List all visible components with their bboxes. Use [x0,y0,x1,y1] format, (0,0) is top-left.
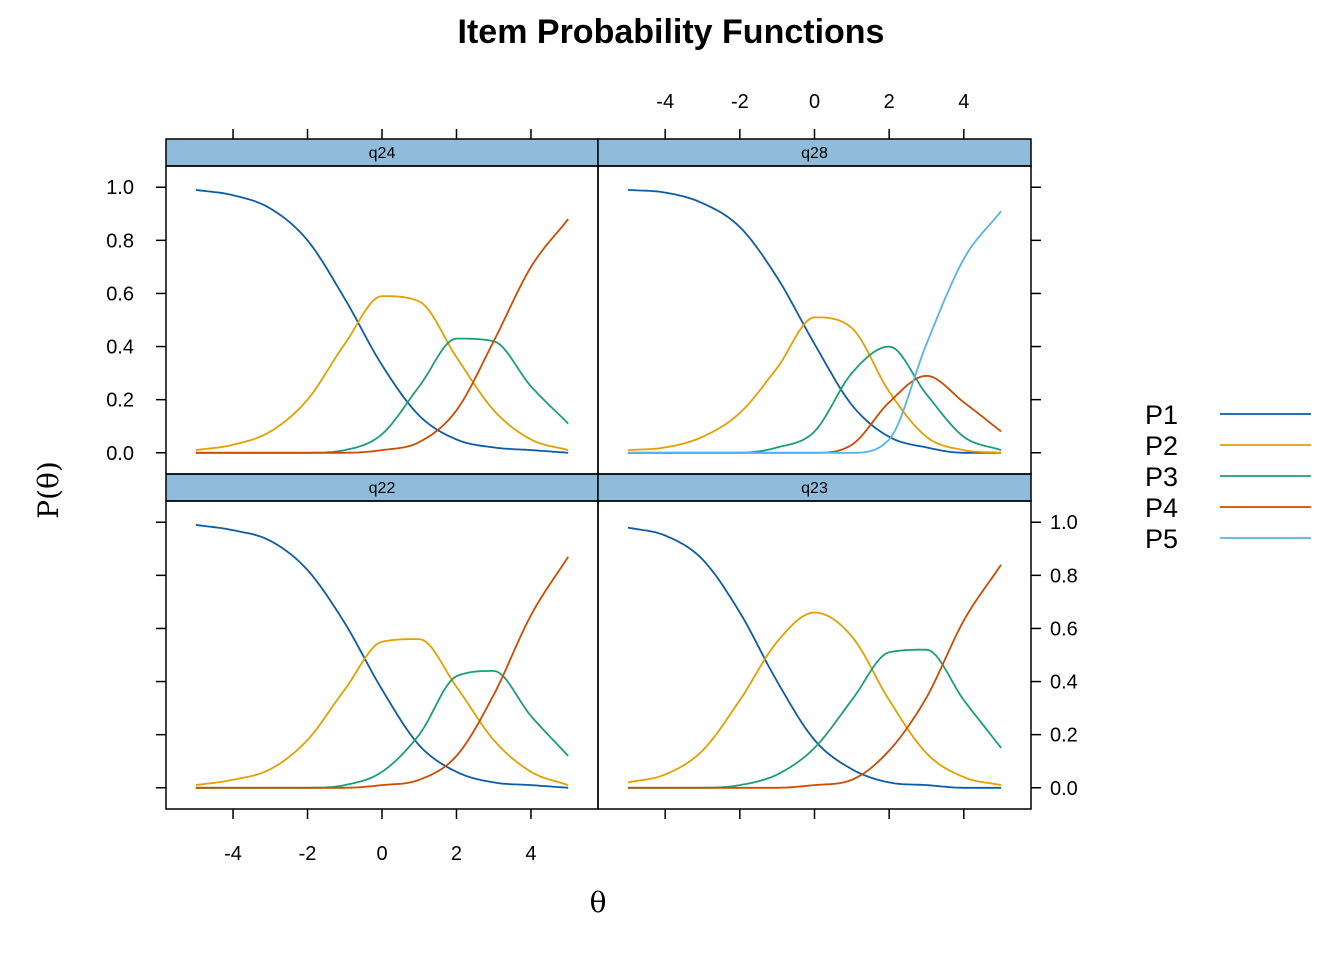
panel-q22: q22 [165,473,599,810]
x-tick-label-bottom: -2 [299,843,317,865]
x-tick-label-bottom: -4 [224,843,242,865]
y-tick-label-right: 0.0 [1050,778,1078,800]
panels-layer: q22 q23 q24 q28 [165,138,1032,810]
x-tick-label-top: 2 [884,91,895,113]
strip-label-q24: q24 [369,145,396,162]
curve-q23-P2 [627,611,1002,786]
curve-q24-P2 [195,295,569,451]
y-tick-label-left: 0.6 [106,283,134,305]
panel-q23: q23 [597,473,1032,810]
y-tick-label-right: 0.6 [1050,618,1078,640]
legend-label-P3: P3 [1145,462,1178,492]
y-tick-label-left: 0.8 [106,230,134,252]
strip-q22 [165,473,599,502]
y-axis-label: P(θ) [32,461,65,519]
legend-label-P1: P1 [1145,400,1178,430]
curve-q23-P4 [627,564,1002,789]
y-tick-label-right: 0.2 [1050,725,1078,747]
y-tick-label-left: 0.2 [106,390,134,412]
curve-q24-P4 [195,218,569,454]
y-tick-label-left: 0.0 [106,443,134,465]
y-tick-label-left: 0.4 [106,337,134,359]
x-tick-label-bottom: 4 [525,843,536,865]
y-tick-label-left: 1.0 [106,177,134,199]
curve-q28-P3 [627,345,1002,454]
x-tick-label-top: 0 [809,91,820,113]
legend-label-P5: P5 [1145,524,1178,554]
curve-q28-P1 [627,189,1002,454]
curve-q24-P1 [195,189,569,454]
y-tick-label-right: 0.4 [1050,672,1078,694]
y-tick-label-right: 1.0 [1050,512,1078,534]
panel-q28: q28 [597,138,1032,475]
panel-frame-q23 [597,500,1032,810]
curve-q28-P5 [627,210,1002,454]
curve-q22-P4 [195,556,569,789]
curve-q23-P1 [627,526,1002,789]
panel-frame-q24 [165,165,599,475]
axes-layer: -4 -4 -2 -2 0 0 2 2 4 4 0.0 0.0 0.2 0.2 0.4 0.4 0.6 0.6 0.… [106,91,1078,865]
strip-label-q22: q22 [369,480,396,497]
curve-q22-P1 [195,524,569,789]
curve-q22-P2 [195,638,569,786]
x-tick-label-top: -2 [731,91,749,113]
strip-q28 [597,138,1032,167]
legend-label-P2: P2 [1145,431,1178,461]
chart-title: Item Probability Functions [458,13,885,51]
x-axis-label: θ [590,886,607,919]
legend-label-P4: P4 [1145,493,1178,523]
panel-q24: q24 [165,138,599,475]
y-tick-label-right: 0.8 [1050,565,1078,587]
panel-frame-q22 [165,500,599,810]
x-tick-label-bottom: 0 [376,843,387,865]
curve-q28-P2 [627,316,1002,454]
x-tick-label-top: 4 [958,91,969,113]
x-tick-label-top: -4 [656,91,674,113]
strip-label-q23: q23 [801,480,828,497]
curve-q24-P3 [195,337,569,454]
x-tick-label-bottom: 2 [451,843,462,865]
curve-q28-P4 [627,374,1002,454]
panel-frame-q28 [597,165,1032,475]
strip-label-q28: q28 [801,145,828,162]
